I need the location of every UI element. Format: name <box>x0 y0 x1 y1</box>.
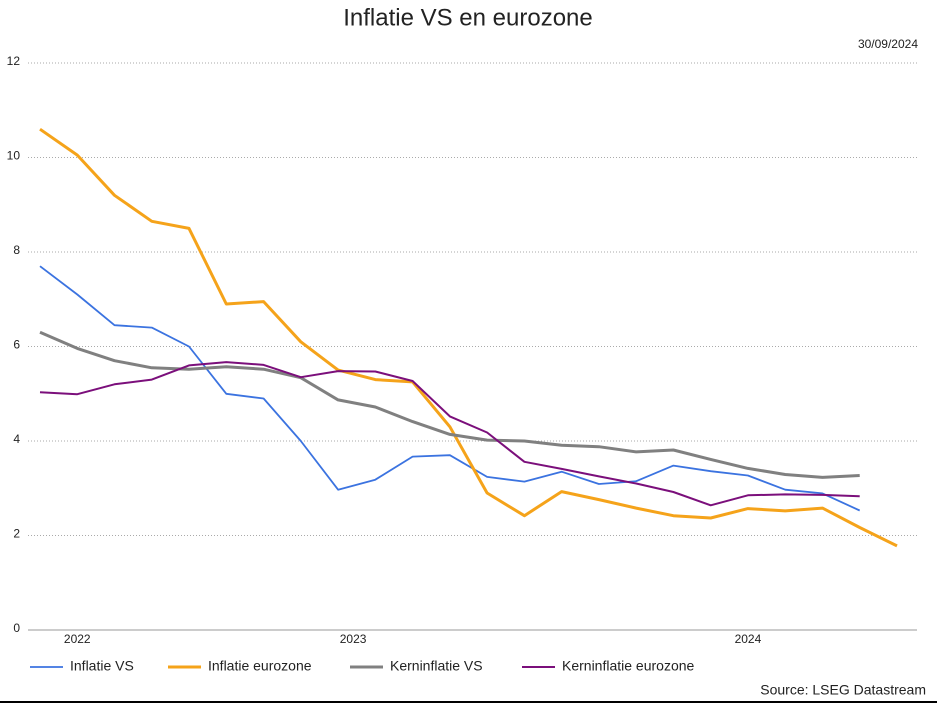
legend-label: Kerninflatie VS <box>390 658 483 674</box>
x-tick-label: 2023 <box>340 632 367 646</box>
line-series <box>39 361 860 507</box>
legend-label: Inflatie VS <box>70 658 134 674</box>
x-tick-label: 2024 <box>735 632 762 646</box>
source: Source: LSEG Datastream <box>760 682 926 698</box>
x-tick-label: 2022 <box>64 632 91 646</box>
y-tick-label: 8 <box>13 243 20 257</box>
y-tick-label: 10 <box>7 149 21 163</box>
line-series <box>39 330 860 479</box>
chart-title: Inflatie VS en eurozone <box>343 4 593 31</box>
chart-date: 30/09/2024 <box>858 37 918 51</box>
y-tick-label: 6 <box>13 338 20 352</box>
legend-label: Inflatie eurozone <box>208 658 312 674</box>
y-tick-label: 12 <box>7 54 21 68</box>
legend-label: Kerninflatie eurozone <box>562 658 695 674</box>
line-series <box>39 127 898 548</box>
y-tick-label: 4 <box>13 432 20 446</box>
y-tick-label: 2 <box>13 527 20 541</box>
y-tick-label: 0 <box>13 621 20 635</box>
line-series <box>39 265 861 512</box>
